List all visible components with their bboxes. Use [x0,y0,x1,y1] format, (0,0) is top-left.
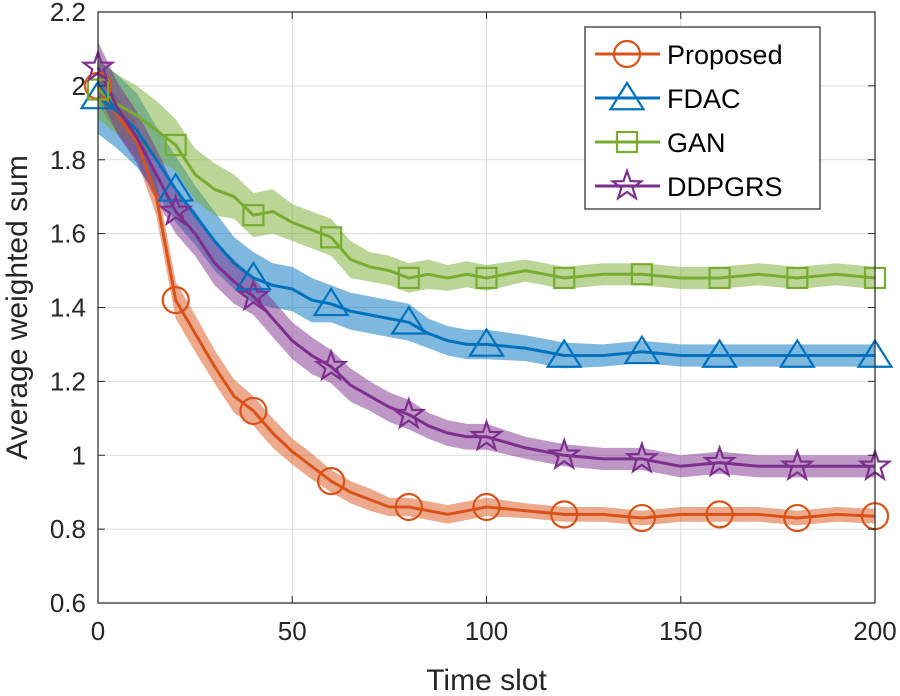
y-tick-label: 0.8 [50,514,86,544]
marker-gan [397,266,420,290]
legend: Proposed FDAC GAN DDPGRS [584,26,821,210]
y-tick-label: 2.2 [50,0,86,27]
marker-fdac [623,334,661,365]
x-tick-label: 150 [659,616,702,646]
line-gan [97,88,876,280]
x-tick-label: 50 [278,616,307,646]
marker-ddpgrs [546,436,582,471]
x-axis-label: Time slot [426,664,547,696]
legend-marker [609,167,645,201]
line-ddpgrs [96,66,875,468]
y-tick-label: 1.8 [50,145,86,175]
marker-gan [553,266,576,290]
line-fdac [97,95,875,357]
legend-label: FDAC [667,84,741,114]
marker-fdac [312,286,350,317]
marker-ddpgrs [468,418,505,452]
y-tick-label: 2 [72,71,86,101]
marker-proposed [317,467,346,496]
y-axis-label: Average weighted sum [1,155,34,460]
legend-label: DDPGRS [667,172,783,202]
marker-proposed [161,286,190,315]
marker-gan [164,133,187,157]
marker-gan [786,266,809,290]
marker-proposed [472,492,501,522]
legend-marker [615,130,639,154]
marker-fdac [778,338,816,368]
line-proposed [96,85,876,520]
y-tick-label: 1.2 [50,366,86,396]
series-markers [79,49,894,533]
marker-ddpgrs [779,447,815,482]
y-tick-label: 0.6 [50,588,86,618]
y-tick-label: 1.4 [50,293,86,323]
marker-proposed [239,396,268,426]
marker-proposed [627,503,657,533]
marker-proposed [783,503,812,533]
legend-marker [612,39,642,69]
marker-fdac [545,338,583,368]
marker-ddpgrs [235,278,271,312]
marker-proposed [550,500,579,529]
band-gan [98,60,875,293]
x-tick-label: 0 [91,616,105,646]
legend-box [584,26,821,210]
marker-ddpgrs [391,396,427,430]
legend-marker [608,80,646,111]
marker-proposed [705,500,734,529]
y-tick-label: 1.6 [50,219,86,249]
marker-fdac [157,172,195,202]
y-tick-label: 1 [72,440,86,470]
marker-fdac [468,327,505,357]
axis-ticks: 0 50 100 150 200 0.6 0.8 1 1.2 1.4 1.6 1.8 2 2.2 [50,0,897,646]
marker-fdac [390,305,428,335]
marker-ddpgrs [702,444,738,478]
marker-proposed [394,492,423,522]
marker-gan [242,204,265,227]
series-lines [96,66,876,520]
marker-gan [475,266,498,290]
marker-gan [708,266,731,290]
marker-gan [630,263,654,286]
legend-label: Proposed [667,40,783,70]
marker-ddpgrs [313,348,349,382]
confidence-bands [98,41,875,526]
marker-fdac [701,338,739,368]
x-tick-label: 100 [465,616,508,646]
marker-fdac [234,260,272,291]
x-tick-label: 200 [853,616,896,646]
marker-gan [320,226,343,249]
band-fdac [98,60,875,369]
marker-ddpgrs [624,440,660,474]
marker-ddpgrs [158,193,194,227]
legend-label: GAN [667,128,726,158]
